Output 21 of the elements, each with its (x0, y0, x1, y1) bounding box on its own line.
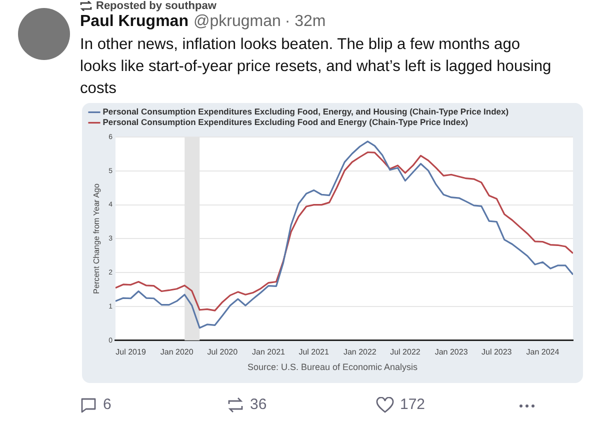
text: In other news, inflation looks beaten. The blip a few months ago looks like start-of-year price resets, and what’s left is lagged housing costs (80, 35, 552, 99)
text: @pkrugman (193, 13, 281, 30)
x-tick-label: Jul 2020 (207, 347, 238, 356)
x-tick-label: Jan 2024 (526, 347, 560, 356)
x-tick-label: Jul 2019 (116, 347, 146, 356)
x-tick-label: Jan 2020 (160, 347, 194, 356)
text: 172 (400, 396, 426, 413)
text: Paul Krugman (80, 13, 188, 30)
x-tick-label: Jan 2023 (434, 347, 468, 356)
x-tick-label: Jul 2022 (390, 347, 421, 356)
legend-label: Personal Consumption Expenditures Excluding Food, Energy, and Housing (Chain-Type Price Index) (102, 106, 509, 117)
legend-label: Personal Consumption Expenditures Excluding Food and Energy (Chain-Type Price Index) (102, 117, 468, 128)
x-tick-label: Jan 2022 (343, 347, 377, 356)
y-axis-title: Percent Change from Year Ago (92, 183, 102, 294)
x-tick-label: Jul 2021 (298, 347, 330, 356)
source-note: Source: U.S. Bureau of Economic Analysis (246, 362, 419, 372)
text: · 32m (284, 13, 326, 30)
x-tick-label: Jul 2023 (482, 347, 512, 356)
text: 36 (250, 396, 267, 413)
text: Reposted by southpaw (96, 0, 216, 12)
x-tick-label: Jan 2021 (252, 347, 286, 356)
